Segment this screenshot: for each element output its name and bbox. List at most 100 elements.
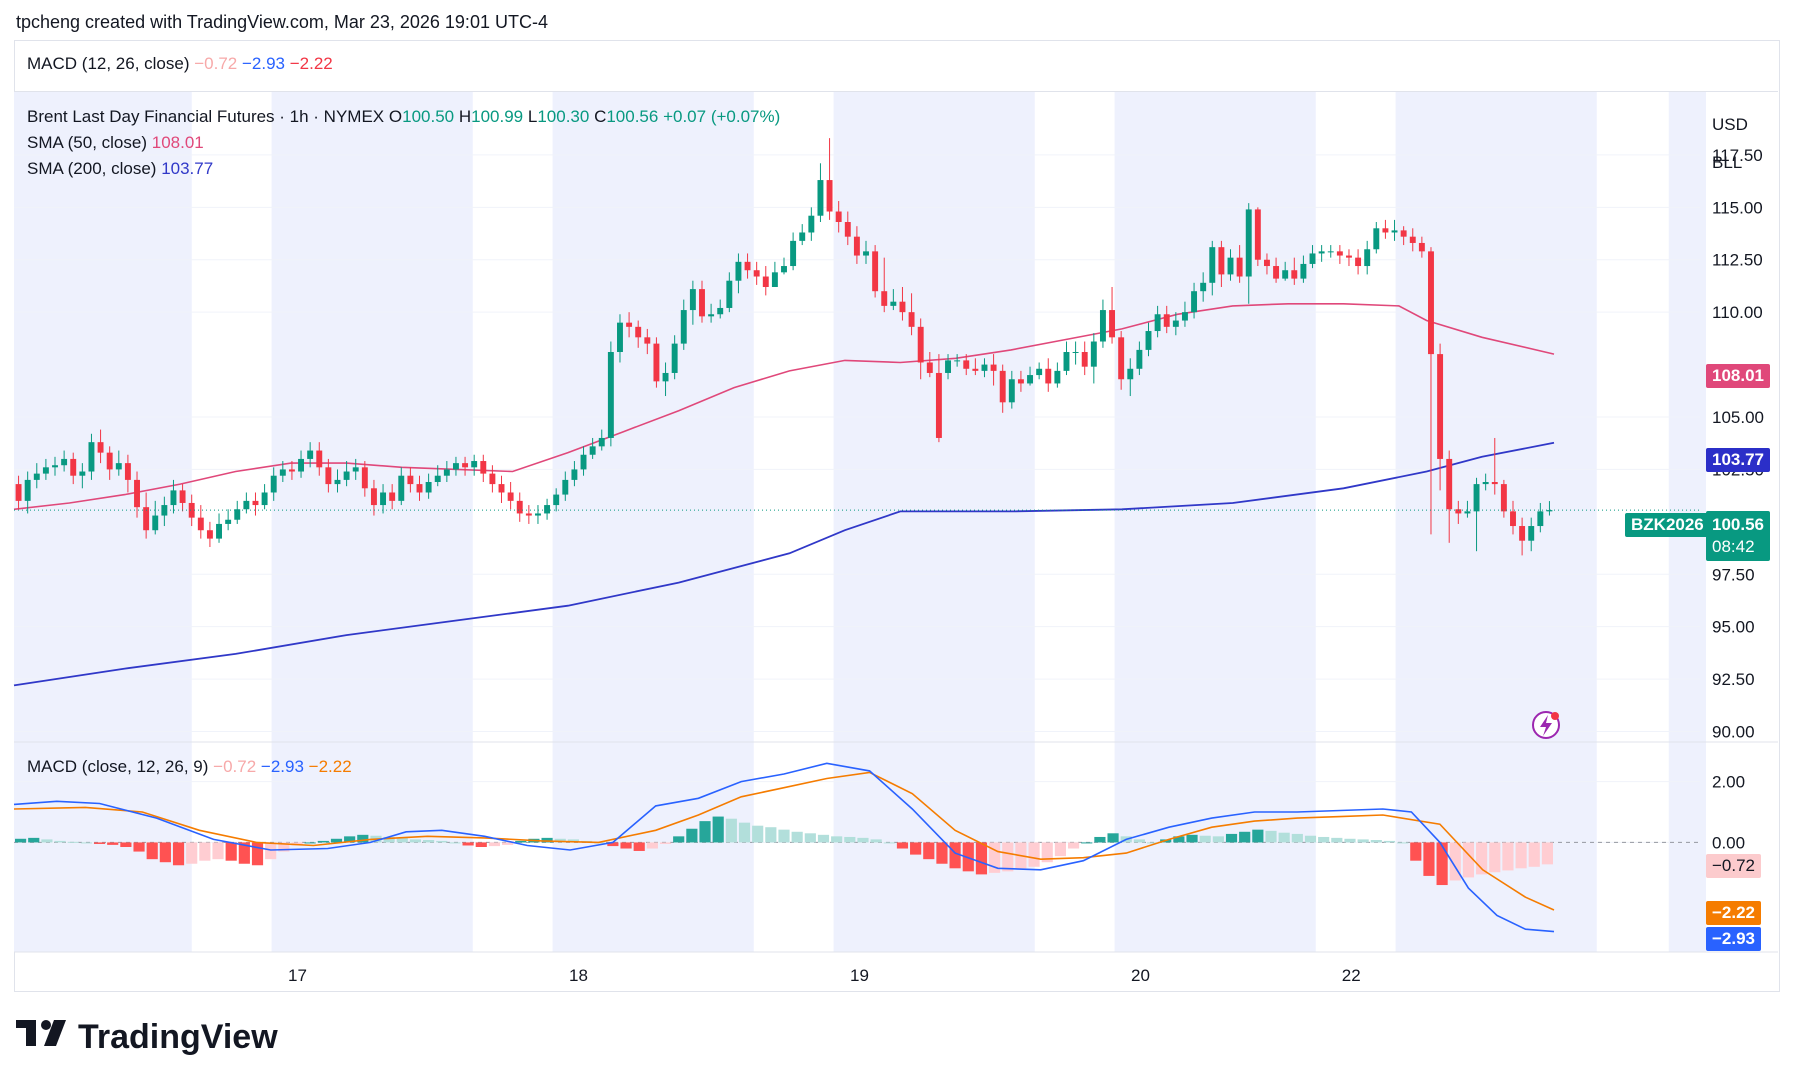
macd-histogram-bar bbox=[659, 842, 672, 844]
time-tick-label: 18 bbox=[569, 966, 588, 985]
candle-body bbox=[562, 479, 569, 495]
candle-body bbox=[1482, 482, 1489, 485]
macd-histogram-bar bbox=[844, 836, 856, 843]
sma50-row[interactable]: SMA (50, close) 108.01 bbox=[27, 130, 780, 156]
macd-histogram-bar bbox=[1304, 835, 1317, 843]
candle-body bbox=[1282, 270, 1289, 279]
candle-body bbox=[252, 500, 259, 506]
close-value: 100.56 bbox=[606, 107, 659, 126]
candle-body bbox=[990, 364, 997, 371]
high-value: 100.99 bbox=[471, 107, 524, 126]
macd-histogram-bar bbox=[1002, 842, 1014, 872]
macd-histogram-bar bbox=[1318, 836, 1330, 843]
candle-body bbox=[753, 270, 760, 277]
macd-histogram-bar bbox=[409, 839, 422, 843]
candle-body bbox=[1263, 259, 1270, 267]
macd-histogram-bar bbox=[67, 841, 79, 843]
currency-unit[interactable]: USD BLL bbox=[1712, 106, 1748, 182]
candle-body bbox=[935, 372, 942, 438]
candle-body bbox=[1245, 209, 1252, 277]
macd-legend-label: MACD (close, 12, 26, 9) bbox=[27, 757, 209, 776]
price-tick-label: 95.00 bbox=[1712, 618, 1755, 637]
macd-histogram-bar bbox=[1502, 842, 1514, 871]
macd-histogram-bar bbox=[502, 842, 514, 845]
candle-body bbox=[1008, 379, 1015, 403]
macd-histogram-bar bbox=[883, 842, 895, 844]
candle-body bbox=[808, 215, 815, 233]
macd-histogram-bar bbox=[1476, 842, 1488, 875]
candle-body bbox=[1209, 247, 1216, 283]
candle-body bbox=[1391, 230, 1398, 233]
candle-body bbox=[1510, 511, 1516, 527]
macd-histogram-bar bbox=[278, 842, 290, 852]
macd-legend-macd: −2.93 bbox=[260, 757, 304, 776]
macd-histogram-bar bbox=[1331, 837, 1343, 843]
price-tick-label: 112.50 bbox=[1712, 251, 1763, 270]
macd-value-tag: −2.93 bbox=[1706, 927, 1762, 951]
candle-body bbox=[1254, 209, 1261, 260]
symbol-title[interactable]: Brent Last Day Financial Futures · 1h · … bbox=[27, 107, 385, 126]
macd-histogram-bar bbox=[1344, 838, 1356, 843]
macd-legend[interactable]: MACD (close, 12, 26, 9) −0.72 −2.93 −2.2… bbox=[27, 757, 352, 777]
macd-histogram-bar bbox=[304, 842, 316, 844]
macd-histogram-bar bbox=[172, 842, 185, 866]
macd-histogram-bar bbox=[712, 816, 724, 843]
macd-histogram-bar bbox=[738, 822, 751, 843]
macd-line bbox=[13, 762, 1555, 933]
candle-body bbox=[325, 467, 332, 485]
macd-histogram-bar bbox=[1094, 836, 1106, 843]
candle-body bbox=[1136, 349, 1143, 369]
candle-body bbox=[334, 479, 341, 485]
candle-body bbox=[890, 301, 897, 306]
price-legend: Brent Last Day Financial Futures · 1h · … bbox=[27, 104, 780, 182]
macd-histogram-bar bbox=[475, 842, 487, 847]
macd-histogram-bar bbox=[765, 827, 777, 843]
alert-dot-icon bbox=[1551, 712, 1559, 720]
macd-histogram-bar bbox=[1146, 842, 1159, 844]
time-tick-label: 22 bbox=[1342, 966, 1361, 985]
macd-histogram-bar bbox=[159, 842, 171, 863]
open-value: 100.50 bbox=[402, 107, 455, 126]
symbol-tag: BZK2026 bbox=[1625, 513, 1710, 537]
tradingview-logo-icon bbox=[16, 1018, 70, 1057]
macd-histogram-bar bbox=[633, 842, 645, 851]
candle-body bbox=[1409, 236, 1416, 243]
candle-body bbox=[33, 473, 40, 480]
candle-body bbox=[352, 467, 359, 472]
low-value: 100.30 bbox=[537, 107, 590, 126]
candle-body bbox=[844, 222, 851, 237]
candle-body bbox=[1218, 247, 1225, 275]
sma50-value: 108.01 bbox=[151, 133, 204, 152]
candle-body bbox=[1090, 341, 1097, 367]
macd-histogram-bar bbox=[804, 833, 816, 843]
unit-label[interactable]: BLL bbox=[1712, 153, 1743, 172]
macd-histogram-bar bbox=[1515, 842, 1527, 869]
candle-body bbox=[443, 469, 450, 476]
candle-body bbox=[1373, 228, 1380, 250]
candle-body bbox=[216, 523, 222, 539]
candle-body bbox=[1036, 368, 1043, 376]
macd-histogram-bar bbox=[1278, 832, 1290, 843]
macd-histogram-bar bbox=[1081, 842, 1093, 844]
macd-histogram-bar bbox=[896, 842, 909, 849]
macd-histogram-bar bbox=[80, 842, 92, 844]
ohlc-row: Brent Last Day Financial Futures · 1h · … bbox=[27, 104, 780, 130]
candle-body bbox=[644, 337, 651, 344]
top-macd-value: −2.93 bbox=[241, 54, 285, 73]
sma200-price-tag: 103.77 bbox=[1706, 448, 1770, 472]
macd-histogram-bar bbox=[1541, 842, 1553, 865]
macd-histogram-bar bbox=[541, 837, 553, 843]
currency-label[interactable]: USD bbox=[1712, 115, 1748, 134]
macd-histogram-bar bbox=[1370, 840, 1382, 843]
tradingview-brand: TradingView bbox=[16, 1018, 278, 1057]
macd-histogram-bar bbox=[93, 842, 106, 844]
macd-histogram-bar bbox=[330, 838, 343, 843]
candle-body bbox=[872, 251, 879, 292]
macd-histogram-bar bbox=[567, 839, 579, 843]
candle-body bbox=[88, 442, 95, 472]
macd-histogram-bar bbox=[936, 842, 948, 864]
sma200-row[interactable]: SMA (200, close) 103.77 bbox=[27, 156, 780, 182]
macd-histogram-bar bbox=[251, 842, 264, 866]
candle-body bbox=[1437, 354, 1444, 459]
